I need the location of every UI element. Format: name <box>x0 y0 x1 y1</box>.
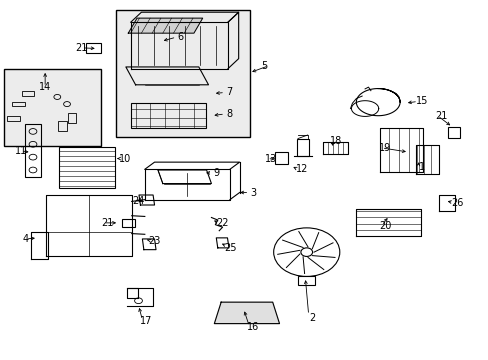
Text: 22: 22 <box>216 218 228 228</box>
Text: 24: 24 <box>132 197 144 206</box>
Text: 15: 15 <box>415 96 427 107</box>
Bar <box>122 219 134 227</box>
Text: 13: 13 <box>264 154 277 163</box>
Text: 23: 23 <box>148 236 161 246</box>
Text: 19: 19 <box>379 143 391 153</box>
Bar <box>58 121 66 131</box>
Text: 17: 17 <box>140 316 152 326</box>
Text: 6: 6 <box>177 32 183 42</box>
Text: 8: 8 <box>225 109 231 119</box>
Text: 4: 4 <box>22 234 29 244</box>
Text: 25: 25 <box>224 243 237 253</box>
Polygon shape <box>214 302 279 324</box>
Bar <box>7 116 20 121</box>
Text: 1: 1 <box>418 162 424 172</box>
Text: 20: 20 <box>379 221 391 231</box>
Bar <box>296 139 308 156</box>
Bar <box>447 127 459 138</box>
Text: 21: 21 <box>75 43 88 53</box>
Bar <box>130 103 205 128</box>
Text: 10: 10 <box>119 154 131 163</box>
Text: 14: 14 <box>39 82 51 92</box>
Polygon shape <box>128 18 202 33</box>
Bar <box>22 91 34 95</box>
Bar <box>25 124 41 177</box>
Text: 18: 18 <box>329 136 341 146</box>
Text: 2: 2 <box>309 312 315 323</box>
Bar <box>12 102 25 106</box>
Text: 3: 3 <box>250 188 256 198</box>
Bar <box>274 153 287 164</box>
Bar <box>67 113 76 123</box>
Text: 21: 21 <box>434 111 447 121</box>
Text: 7: 7 <box>225 87 232 98</box>
Text: 12: 12 <box>295 164 307 174</box>
Text: 16: 16 <box>246 322 259 332</box>
Text: 11: 11 <box>15 147 27 157</box>
Bar <box>59 147 115 188</box>
Bar <box>116 10 249 137</box>
Bar <box>86 43 101 53</box>
Text: 21: 21 <box>101 218 113 228</box>
Bar <box>4 69 101 146</box>
Text: 9: 9 <box>213 168 219 178</box>
Text: 5: 5 <box>260 61 266 71</box>
Bar <box>297 276 315 285</box>
Text: 26: 26 <box>450 198 463 208</box>
